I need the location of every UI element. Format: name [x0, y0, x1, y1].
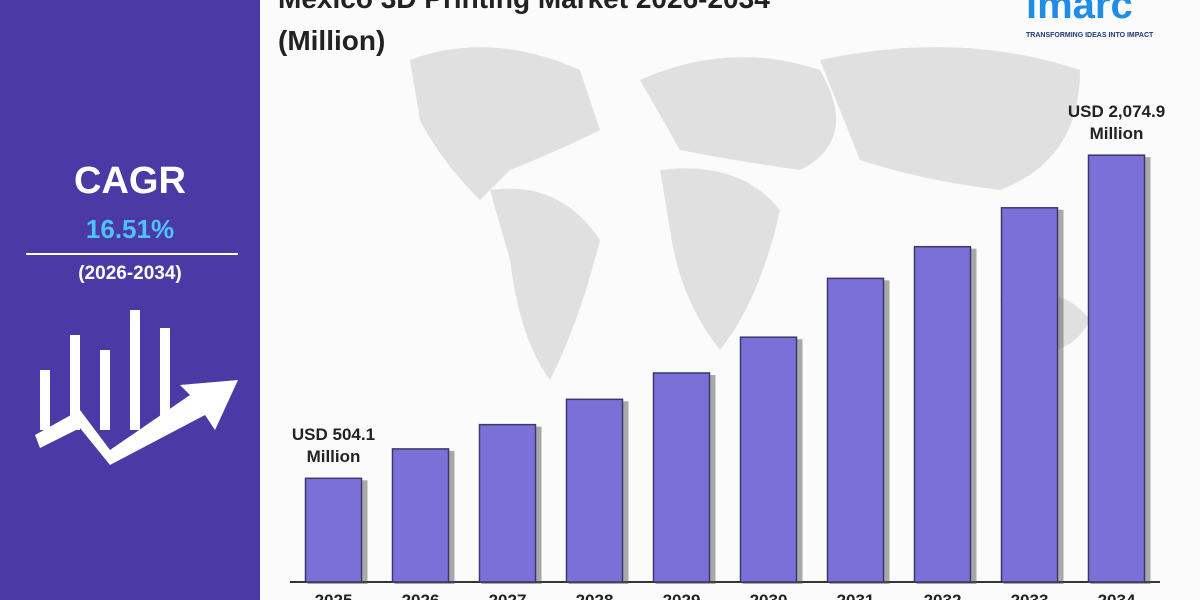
x-tick-label: 2034	[1098, 591, 1136, 600]
bar	[565, 398, 624, 583]
bar	[304, 477, 363, 583]
cagr-value: 16.51%	[85, 214, 175, 244]
x-tick-label: 2029	[663, 591, 701, 600]
x-tick-label: 2031	[837, 591, 875, 600]
cagr-label: CAGR	[74, 160, 186, 202]
x-tick-label: 2026	[402, 591, 440, 600]
bar	[826, 277, 885, 583]
x-tick-label: 2027	[489, 591, 527, 600]
x-tick-label: 2033	[1011, 591, 1049, 600]
x-tick-label: 2030	[750, 591, 788, 600]
bar	[391, 448, 450, 583]
bar	[1000, 207, 1059, 583]
data-label: USD 504.1 Million	[291, 425, 376, 467]
bar	[739, 336, 798, 583]
world-map	[410, 47, 1090, 380]
chart-subtitle: (Million)	[278, 25, 385, 56]
bar	[1087, 154, 1146, 583]
chart-title: Mexico 3D Printing Market 2026-2034	[278, 0, 770, 14]
x-tick-label: 2025	[315, 591, 353, 600]
growth-icon	[35, 310, 238, 465]
bar	[913, 245, 972, 583]
data-label: USD 2,074.9 Million	[1067, 102, 1166, 144]
cagr-period: (2026-2034)	[78, 263, 182, 284]
bar	[652, 372, 711, 583]
logo-tagline: TRANSFORMING IDEAS INTO IMPACT	[1026, 32, 1154, 39]
x-tick-label: 2028	[576, 591, 614, 600]
chart: Mexico 3D Printing Market 2026-2034 (Mil…	[278, 0, 1160, 600]
side-panel: CAGR 16.51% (2026-2034)	[0, 0, 260, 600]
divider	[26, 253, 238, 255]
bar	[478, 423, 537, 583]
logo: imarc	[1026, 0, 1133, 27]
x-tick-label: 2032	[924, 591, 962, 600]
